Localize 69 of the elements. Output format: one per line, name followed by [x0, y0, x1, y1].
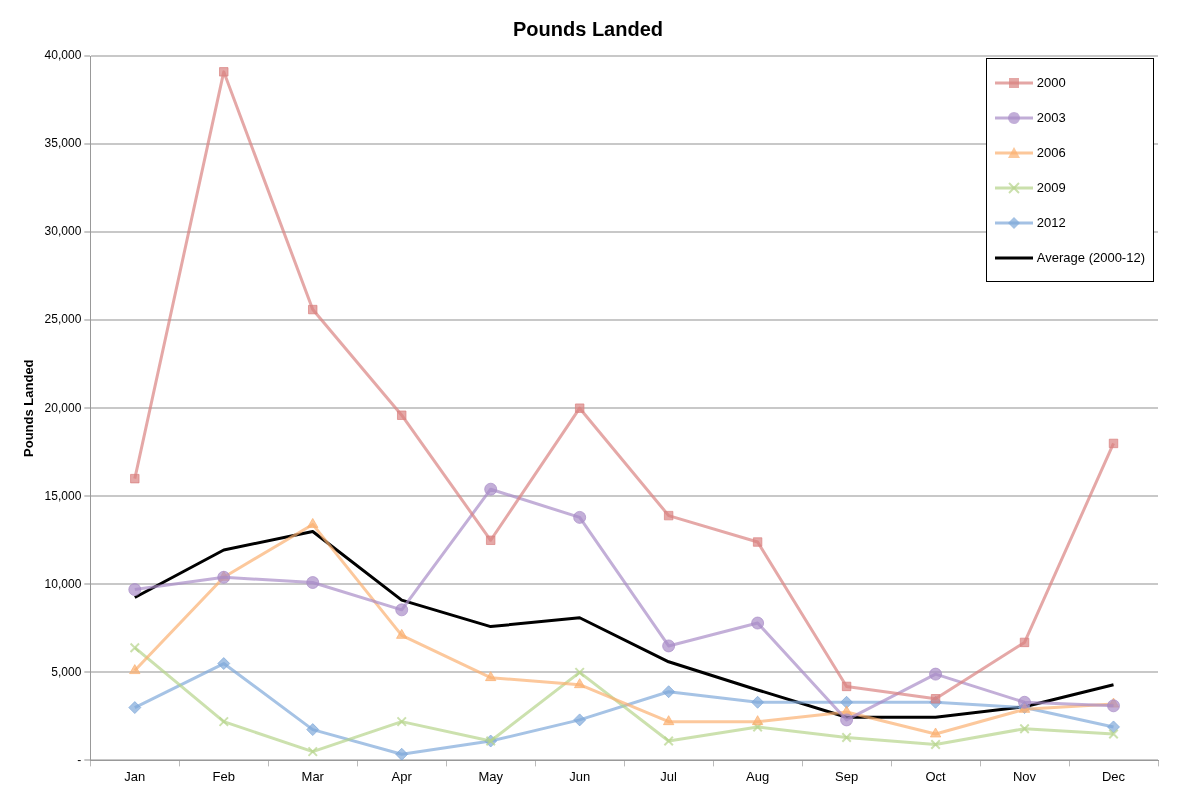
point: [752, 537, 763, 547]
y-axis-title: Pounds Landed: [21, 359, 37, 457]
point: [1019, 637, 1030, 648]
legend-label: 2000: [1036, 75, 1066, 90]
y-tick-label: 30,000: [44, 224, 82, 239]
point: [396, 410, 407, 420]
point: [751, 695, 765, 709]
legend-label: 2003: [1036, 110, 1066, 125]
chart-title: Pounds Landed: [513, 17, 663, 40]
point: [1108, 438, 1119, 449]
point: [662, 639, 676, 653]
point: [929, 727, 942, 738]
y-tick-label: 25,000: [44, 312, 82, 327]
x-tick-label: Feb: [212, 768, 235, 784]
point: [395, 603, 409, 617]
point: [841, 681, 852, 692]
x-tick-label: Aug: [746, 768, 770, 784]
y-tick-label: 15,000: [44, 488, 82, 503]
x-tick-label: Oct: [925, 768, 947, 784]
y-tick-label: 10,000: [44, 576, 82, 591]
point: [128, 701, 142, 715]
point: [308, 304, 318, 315]
point: [751, 715, 764, 726]
point: [306, 723, 320, 737]
y-tick-label: -: [77, 752, 82, 767]
legend-label: 2012: [1036, 215, 1066, 230]
point: [1107, 720, 1121, 734]
x-tick-label: Mar: [301, 768, 325, 784]
x-tick-label: Dec: [1101, 768, 1126, 784]
x-tick-label: May: [478, 768, 504, 784]
legend-label: Average (2000-12): [1036, 250, 1145, 265]
legend-label: 2009: [1036, 180, 1066, 195]
y-tick-label: 35,000: [44, 136, 82, 151]
point: [307, 517, 319, 528]
point: [395, 747, 409, 761]
x-tick-label: Jan: [124, 768, 146, 784]
point: [574, 403, 585, 413]
y-tick-label: 5,000: [51, 664, 82, 679]
point: [573, 713, 587, 727]
point: [573, 510, 587, 524]
point: [396, 628, 408, 639]
point: [129, 664, 141, 675]
point: [840, 695, 854, 709]
point: [1018, 695, 1032, 709]
point: [485, 535, 496, 546]
x-tick-label: Jul: [660, 768, 678, 784]
legend-label: 2006: [1036, 145, 1066, 160]
x-tick-label: Jun: [569, 768, 591, 784]
y-tick-label: 40,000: [44, 48, 82, 63]
point: [929, 667, 943, 681]
x-tick-label: Nov: [1012, 768, 1037, 784]
point: [128, 583, 142, 597]
y-tick-label: 20,000: [44, 400, 82, 415]
point: [130, 473, 140, 484]
point: [662, 685, 676, 699]
point: [663, 510, 674, 521]
point: [573, 678, 586, 689]
x-tick-label: Sep: [835, 768, 859, 784]
point: [751, 616, 765, 630]
point: [840, 713, 854, 727]
x-tick-label: Apr: [391, 768, 413, 784]
point: [219, 67, 229, 77]
point: [662, 715, 675, 726]
point: [930, 694, 941, 704]
point: [1107, 699, 1121, 713]
point: [306, 576, 320, 590]
point: [217, 657, 231, 671]
point: [484, 671, 497, 682]
point: [484, 482, 498, 496]
